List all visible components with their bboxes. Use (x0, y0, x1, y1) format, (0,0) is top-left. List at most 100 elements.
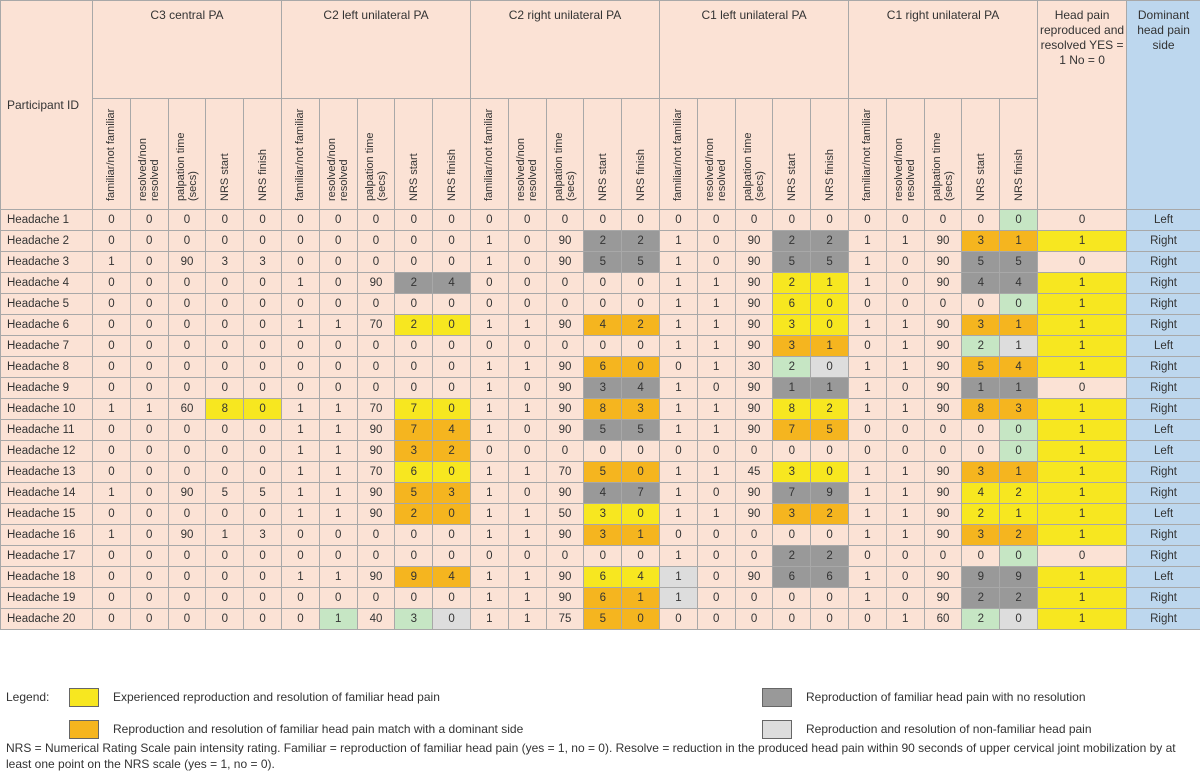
value-cell: 0 (432, 503, 471, 525)
value-cell: 90 (545, 566, 585, 588)
subheader-label: NRS finish (256, 149, 269, 201)
value-cell: 1 (696, 503, 736, 525)
subheader-cell: NRS start (394, 98, 434, 210)
value-cell: 0 (167, 461, 207, 483)
value-cell: 0 (92, 440, 131, 462)
head-pain-cell: 0 (1037, 209, 1128, 231)
value-cell: 0 (281, 608, 320, 630)
value-cell: 1 (848, 314, 887, 336)
value-cell: 0 (129, 608, 169, 630)
value-cell: 4 (583, 482, 623, 504)
value-cell: 0 (281, 230, 320, 252)
value-cell: 0 (621, 608, 661, 630)
dominant-side-cell: Right (1126, 272, 1200, 294)
head-pain-cell: 0 (1037, 251, 1128, 273)
subheader-cell: resolved/non resolved (696, 98, 736, 210)
participant-id: Headache 12 (0, 440, 93, 462)
value-cell: 0 (772, 209, 812, 231)
value-cell: 5 (394, 482, 434, 504)
value-cell: 0 (205, 440, 245, 462)
value-cell: 0 (92, 335, 131, 357)
value-cell: 0 (621, 356, 661, 378)
value-cell: 90 (167, 251, 207, 273)
value-cell: 90 (356, 482, 396, 504)
value-cell: 0 (318, 524, 358, 546)
value-cell: 0 (243, 503, 282, 525)
value-cell: 0 (432, 314, 471, 336)
value-cell: 0 (772, 608, 812, 630)
value-cell: 0 (885, 251, 925, 273)
value-cell: 0 (92, 461, 131, 483)
value-cell: 90 (923, 335, 963, 357)
value-cell: 0 (583, 545, 623, 567)
value-cell: 90 (923, 398, 963, 420)
value-cell: 0 (507, 545, 547, 567)
value-cell: 0 (356, 209, 396, 231)
value-cell: 90 (923, 524, 963, 546)
value-cell: 90 (923, 587, 963, 609)
value-cell: 90 (545, 251, 585, 273)
value-cell: 5 (621, 419, 661, 441)
value-cell: 0 (696, 251, 736, 273)
value-cell: 0 (810, 356, 850, 378)
value-cell: 90 (545, 230, 585, 252)
subheader-cell: NRS finish (243, 98, 282, 210)
table-row: Headache 12 0 0 0 0 0 1 1 90 3 2 0 0 0 0 0 0 0 0 0 0 0 0 0 0 0 1 Le… (0, 440, 1200, 462)
value-cell: 0 (92, 545, 131, 567)
value-cell: 0 (885, 440, 925, 462)
legend-item-dark-gray: Reproduction of familiar head pain with … (806, 690, 1086, 704)
value-cell: 2 (621, 314, 661, 336)
value-cell: 1 (696, 461, 736, 483)
value-cell: 0 (167, 608, 207, 630)
participant-id: Headache 3 (0, 251, 93, 273)
value-cell: 0 (659, 440, 698, 462)
value-cell: 0 (659, 608, 698, 630)
value-cell: 1 (318, 608, 358, 630)
value-cell: 0 (507, 482, 547, 504)
value-cell: 90 (167, 524, 207, 546)
value-cell: 90 (356, 272, 396, 294)
head-pain-cell: 1 (1037, 587, 1128, 609)
head-pain-cell: 1 (1037, 272, 1128, 294)
dominant-side-cell: Left (1126, 503, 1200, 525)
value-cell: 0 (92, 293, 131, 315)
value-cell: 90 (734, 503, 774, 525)
value-cell: 90 (167, 482, 207, 504)
value-cell: 0 (810, 524, 850, 546)
value-cell: 90 (356, 419, 396, 441)
value-cell: 0 (885, 587, 925, 609)
value-cell: 90 (734, 230, 774, 252)
value-cell: 0 (243, 335, 282, 357)
subheader-cell: familiar/not familiar (469, 98, 509, 210)
value-cell: 0 (205, 230, 245, 252)
value-cell: 0 (999, 209, 1039, 231)
value-cell: 0 (696, 545, 736, 567)
value-cell: 0 (167, 377, 207, 399)
value-cell: 0 (167, 356, 207, 378)
value-cell: 0 (696, 230, 736, 252)
participant-id: Headache 10 (0, 398, 93, 420)
value-cell: 0 (318, 272, 358, 294)
value-cell: 0 (243, 398, 282, 420)
value-cell: 0 (659, 524, 698, 546)
value-cell: 75 (545, 608, 585, 630)
value-cell: 0 (621, 209, 661, 231)
value-cell: 5 (961, 356, 1001, 378)
value-cell: 90 (545, 524, 585, 546)
value-cell: 90 (734, 566, 774, 588)
value-cell: 0 (734, 587, 774, 609)
dominant-side-cell: Right (1126, 230, 1200, 252)
value-cell: 1 (507, 398, 547, 420)
value-cell: 3 (961, 524, 1001, 546)
value-cell: 5 (205, 482, 245, 504)
value-cell: 0 (923, 419, 963, 441)
value-cell: 1 (848, 272, 887, 294)
subheader-cell: NRS start (772, 98, 812, 210)
value-cell: 2 (961, 335, 1001, 357)
value-cell: 0 (281, 587, 320, 609)
value-cell: 1 (659, 503, 698, 525)
value-cell: 0 (281, 335, 320, 357)
value-cell: 0 (205, 587, 245, 609)
value-cell: 60 (167, 398, 207, 420)
value-cell: 1 (885, 608, 925, 630)
